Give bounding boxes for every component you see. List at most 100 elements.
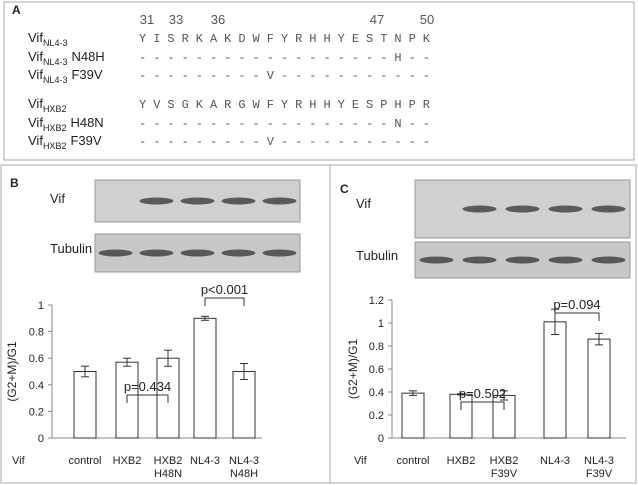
x-tick-label: NL4-3 (540, 455, 570, 467)
y-tick-label: 0 (378, 433, 384, 445)
subscript: NL4-3 (43, 75, 68, 85)
x-tick-label: NL4-3 F39V (584, 455, 614, 480)
position-number: 50 (420, 12, 434, 27)
name: Vif (28, 49, 43, 64)
band (462, 256, 497, 264)
y-axis-label: (G2+M)/G1 (346, 339, 360, 400)
subscript: NL4-3 (43, 57, 68, 67)
sequence: - - - - - - - - - - - - - - - - - - N - … (139, 117, 430, 131)
suffix: F39V (71, 67, 102, 82)
x-tick-label: HXB2 (112, 455, 142, 467)
suffix: H48N (70, 115, 103, 130)
row-name: VifHXB2 (28, 96, 66, 114)
bar (193, 317, 217, 439)
x-tick-label: NL4-3 (190, 455, 220, 467)
bar (73, 371, 97, 439)
sequence: - - - - - - - - - - - - - - - - - - H - … (139, 51, 430, 65)
row-name: VifNL4-3 (28, 30, 67, 48)
bar (587, 338, 611, 439)
y-tick-label: 0.8 (369, 341, 384, 353)
band (591, 256, 626, 264)
x-axis-label: Vif (354, 455, 367, 467)
y-tick-label: 0.4 (369, 387, 384, 399)
y-tick-label: 0 (38, 433, 44, 445)
panel-a-frame (3, 1, 635, 161)
bar (401, 392, 425, 439)
band (139, 197, 174, 205)
y-tick-label: 0.4 (29, 380, 44, 392)
suffix: F39V (70, 133, 101, 148)
sequence: Y I S R K A K D W F Y R H H Y E S T N P … (139, 32, 431, 46)
panel-c-frame (329, 164, 637, 484)
panel-label: B (10, 176, 19, 190)
band (505, 256, 540, 264)
row-name: VifHXB2 H48N (28, 115, 104, 133)
significance-bracket (460, 401, 505, 410)
p-value: p<0.001 (201, 282, 248, 297)
band (180, 197, 215, 205)
sequence: - - - - - - - - - V - - - - - - - - - - … (139, 135, 430, 149)
x-tick-label: control (68, 455, 102, 467)
name: Vif (28, 133, 43, 148)
p-value: p=0.502 (459, 386, 506, 401)
y-tick-label: 0.2 (29, 406, 44, 418)
x-tick-label: NL4-3 N48H (229, 455, 259, 480)
y-tick-label: 1 (38, 300, 44, 312)
position-number: 31 (140, 12, 154, 27)
row-name: VifNL4-3 F39V (28, 67, 103, 85)
y-tick-label: 0.8 (29, 327, 44, 339)
name: Vif (28, 96, 43, 111)
position-number: 36 (211, 12, 225, 27)
band (139, 249, 174, 257)
position-number: 33 (169, 12, 183, 27)
blot-label: Tubulin (356, 248, 398, 263)
subscript: NL4-3 (43, 38, 68, 48)
position-number: 47 (370, 12, 384, 27)
band (591, 205, 626, 213)
subscript: HXB2 (43, 123, 67, 133)
row-name: VifNL4-3 N48H (28, 49, 105, 67)
band (262, 249, 297, 257)
y-tick-label: 1 (378, 318, 384, 330)
sequence: - - - - - - - - - V - - - - - - - - - - … (139, 69, 430, 83)
name: Vif (28, 67, 43, 82)
y-tick-label: 0.2 (369, 410, 384, 422)
x-tick-label: HXB2 F39V (489, 455, 519, 480)
panel-label: A (12, 3, 21, 17)
x-axis-label: Vif (12, 455, 25, 467)
x-tick-label: control (396, 455, 430, 467)
p-value: p=0.094 (553, 297, 600, 312)
bar (232, 371, 256, 439)
bar (543, 321, 567, 439)
band (419, 256, 454, 264)
band (262, 197, 297, 205)
significance-bracket (126, 394, 169, 403)
x-tick-label: HXB2 (446, 455, 476, 467)
band (221, 249, 256, 257)
blot-label: Tubulin (50, 241, 92, 256)
sequence: Y V S G K A R G W F Y R H H Y E S P H P … (139, 98, 430, 112)
band (180, 249, 215, 257)
band (548, 256, 583, 264)
name: Vif (28, 30, 43, 45)
suffix: N48H (71, 49, 104, 64)
x-tick-label: HXB2 H48N (153, 455, 183, 480)
y-tick-label: 1.2 (369, 295, 384, 307)
panel-label: C (340, 182, 349, 196)
band (505, 205, 540, 213)
significance-bracket (204, 297, 245, 306)
blot-label: Vif (356, 196, 371, 211)
subscript: HXB2 (43, 104, 67, 114)
band (98, 249, 133, 257)
row-name: VifHXB2 F39V (28, 133, 102, 151)
p-value: p=0.434 (124, 379, 171, 394)
significance-bracket (554, 312, 600, 321)
name: Vif (28, 115, 43, 130)
band (462, 205, 497, 213)
y-tick-label: 0.6 (29, 353, 44, 365)
y-tick-label: 0.6 (369, 364, 384, 376)
blot-label: Vif (50, 191, 65, 206)
band (548, 205, 583, 213)
subscript: HXB2 (43, 141, 67, 151)
